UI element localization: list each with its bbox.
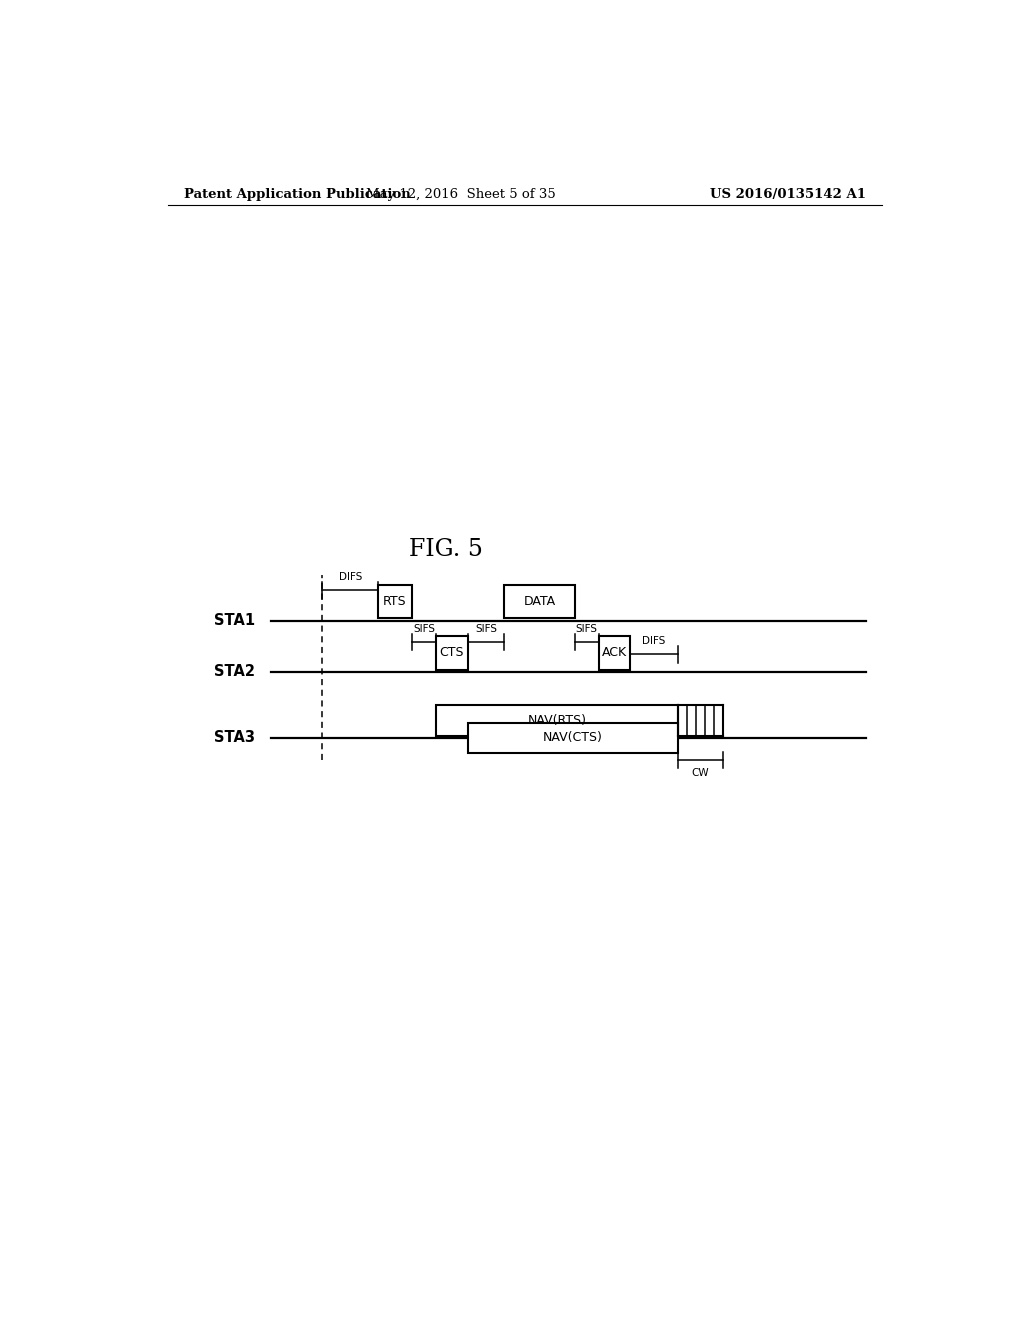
Text: Patent Application Publication: Patent Application Publication bbox=[183, 189, 411, 202]
Text: SIFS: SIFS bbox=[475, 624, 497, 634]
Text: NAV(CTS): NAV(CTS) bbox=[543, 731, 603, 744]
Text: SIFS: SIFS bbox=[575, 624, 598, 634]
Text: RTS: RTS bbox=[383, 595, 407, 609]
Text: STA3: STA3 bbox=[214, 730, 255, 746]
Text: CW: CW bbox=[692, 768, 710, 779]
Text: SIFS: SIFS bbox=[413, 624, 435, 634]
Bar bbox=[504, 585, 574, 618]
Text: FIG. 5: FIG. 5 bbox=[409, 539, 482, 561]
Text: DIFS: DIFS bbox=[642, 636, 666, 647]
Bar bbox=[436, 705, 678, 735]
Bar bbox=[468, 722, 678, 752]
Text: CTS: CTS bbox=[439, 647, 464, 660]
Bar bbox=[436, 636, 468, 669]
Text: ACK: ACK bbox=[602, 647, 627, 660]
Text: NAV(RTS): NAV(RTS) bbox=[527, 714, 587, 727]
Bar bbox=[378, 585, 412, 618]
Text: STA2: STA2 bbox=[214, 664, 255, 680]
Bar bbox=[599, 636, 631, 669]
Text: May 12, 2016  Sheet 5 of 35: May 12, 2016 Sheet 5 of 35 bbox=[367, 189, 556, 202]
Text: STA1: STA1 bbox=[214, 614, 255, 628]
Text: DATA: DATA bbox=[523, 595, 556, 609]
Text: DIFS: DIFS bbox=[339, 572, 361, 582]
Text: US 2016/0135142 A1: US 2016/0135142 A1 bbox=[710, 189, 866, 202]
